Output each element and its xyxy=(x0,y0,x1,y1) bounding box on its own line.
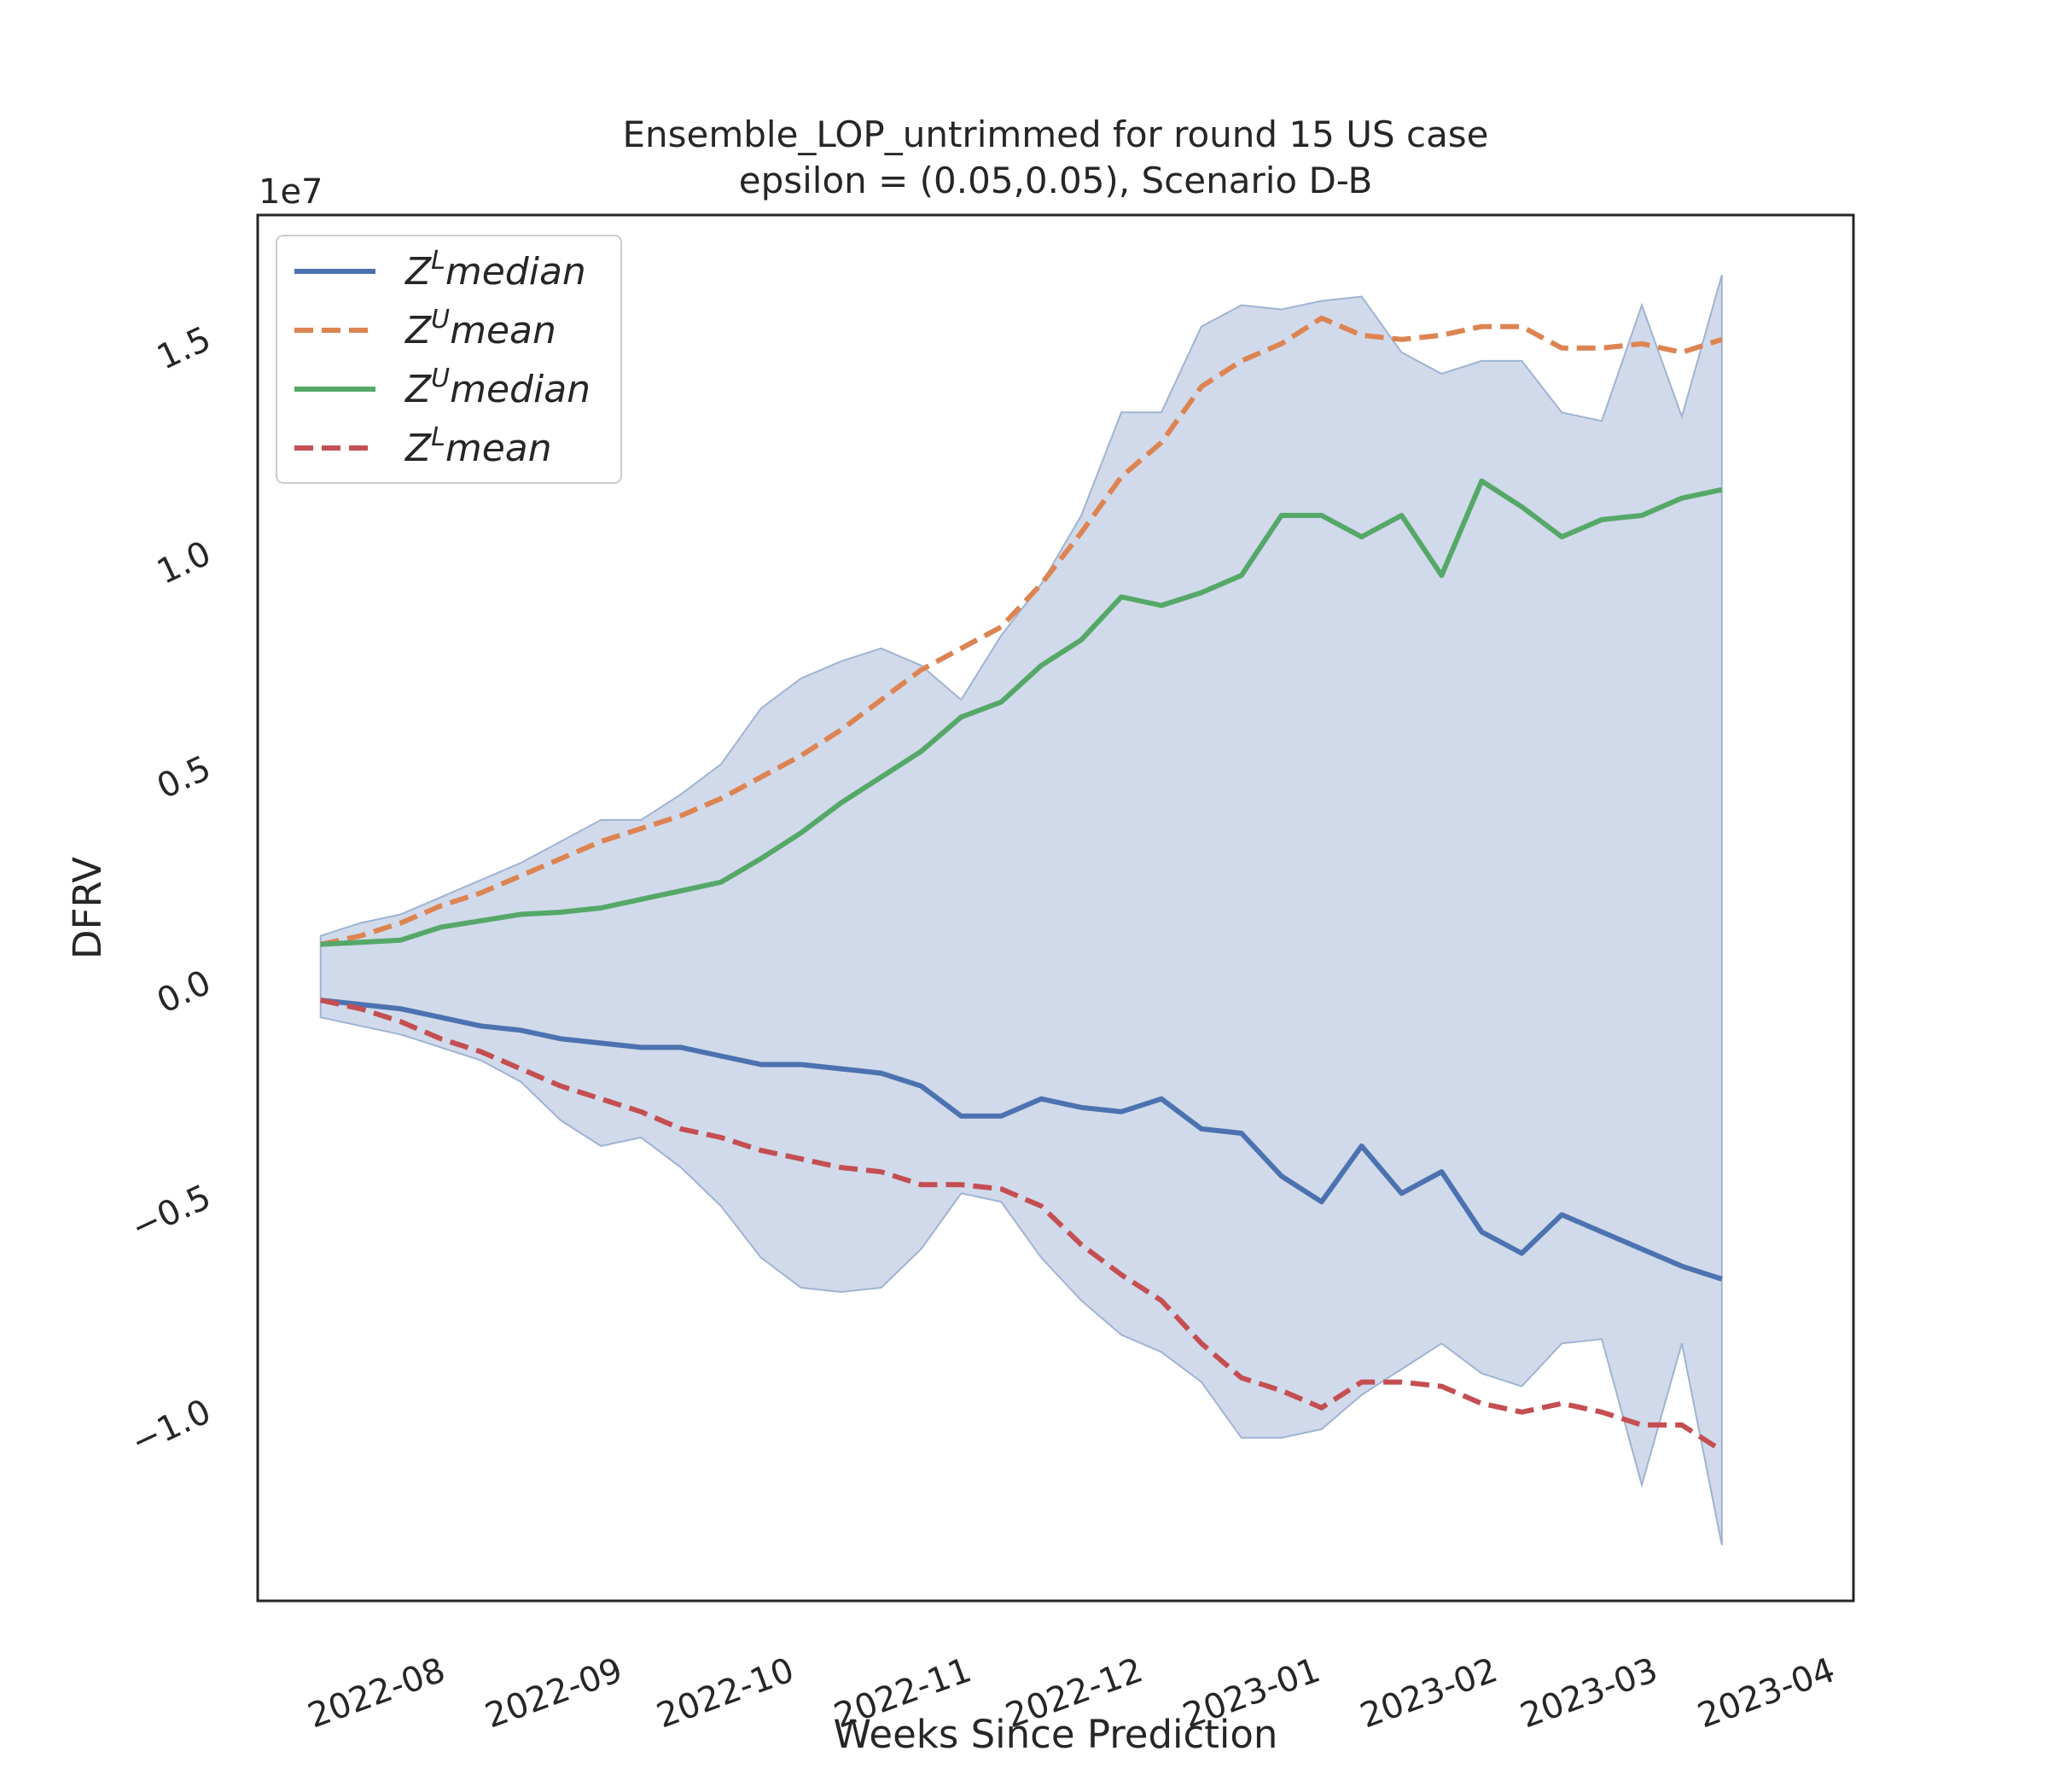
legend-box xyxy=(276,235,622,484)
y-offset-label: 1e7 xyxy=(259,172,323,212)
x-axis-label: Weeks Since Prediction xyxy=(834,1712,1278,1757)
band-area xyxy=(319,275,1723,1545)
legend-label: ZUmedian xyxy=(404,364,591,411)
series-line-2 xyxy=(320,478,1723,947)
legend-label: ZLmean xyxy=(404,422,552,470)
y-axis-label: DFRV xyxy=(65,857,110,959)
series-line-3 xyxy=(320,998,1724,1453)
legend-label: ZLmedian xyxy=(404,246,586,294)
series-line-0 xyxy=(320,998,1723,1282)
plot-area-frame xyxy=(256,213,1855,1603)
legend: ZLmedian ZUmean ZUmedian ZLmean xyxy=(276,235,622,484)
series-line-1 xyxy=(320,315,1723,947)
chart-title: Ensemble_LOP_untrimmed for round 15 US c… xyxy=(622,113,1488,155)
series-lines xyxy=(320,315,1724,1453)
legend-label: ZUmean xyxy=(404,305,556,352)
uncertainty-band xyxy=(319,275,1723,1545)
chart-subtitle: epsilon = (0.05,0.05), Scenario D-B xyxy=(739,160,1373,201)
